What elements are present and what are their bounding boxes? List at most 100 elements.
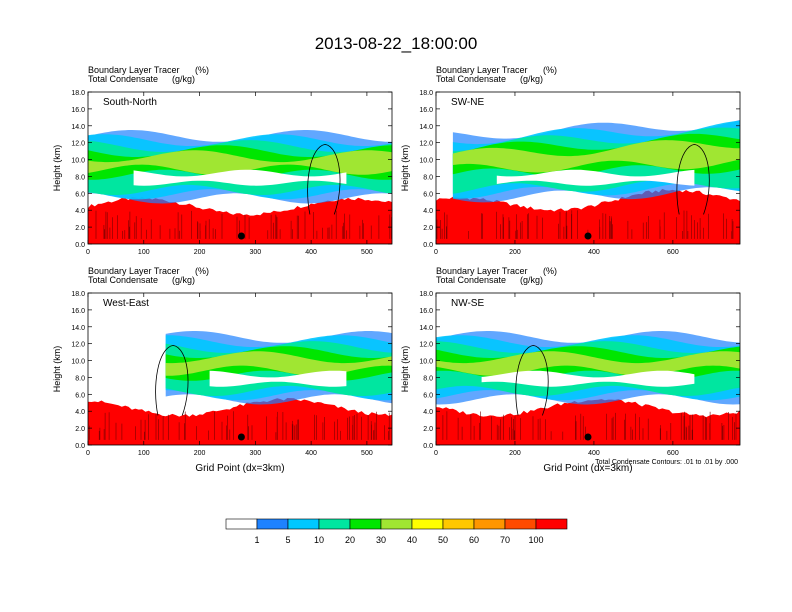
panel-2: Boundary Layer Tracer (%) Total Condensate… — [400, 65, 741, 256]
colorbar-label: 50 — [438, 535, 448, 545]
condensate-spikes — [442, 411, 737, 440]
panel-header-line1-units: (%) — [543, 266, 557, 276]
location-marker — [237, 232, 245, 240]
colorbar-swatch — [411, 518, 444, 530]
colorbar-swatch — [380, 518, 413, 530]
colorbar-swatch — [287, 518, 320, 530]
y-axis-label: Height (km) — [52, 346, 62, 393]
panel-header-line1: Boundary Layer Tracer — [436, 65, 528, 75]
colorbar-label: 40 — [407, 535, 417, 545]
y-tick-label: 8.0 — [423, 375, 433, 382]
y-tick-label: 8.0 — [423, 174, 433, 181]
panel-header-line1-units: (%) — [195, 65, 209, 75]
colorbar-label: 30 — [376, 535, 386, 545]
clear-gap — [481, 370, 695, 387]
x-tick-label: 400 — [588, 249, 600, 256]
page-title: 2013-08-22_18:00:00 — [315, 34, 478, 53]
condensate-spikes — [436, 210, 734, 239]
panel-1: Boundary Layer Tracer (%) Total Condensate… — [52, 65, 393, 256]
colorbar-label: 5 — [285, 535, 290, 545]
panel-header-line2-units: (g/kg) — [172, 74, 195, 84]
colorbar: 1 5 10 20 30 40 50 60 70 100 — [225, 518, 568, 545]
condensate-contour — [307, 143, 341, 215]
y-tick-label: 10.0 — [71, 158, 85, 165]
y-tick-label: 2.0 — [423, 225, 433, 232]
x-tick-label: 100 — [138, 450, 150, 457]
cloud-band — [452, 140, 740, 173]
x-axis-label: Grid Point (dx=3km) — [543, 463, 632, 474]
y-tick-label: 10.0 — [419, 359, 433, 366]
colorbar-label: 100 — [528, 535, 543, 545]
y-tick-label: 10.0 — [71, 359, 85, 366]
x-axis-label: Grid Point (dx=3km) — [195, 463, 284, 474]
y-tick-label: 0.0 — [75, 242, 85, 249]
panel-header-line2-units: (g/kg) — [172, 275, 195, 285]
panel-header-line1-units: (%) — [543, 65, 557, 75]
y-tick-label: 12.0 — [419, 141, 433, 148]
panel-header-line1: Boundary Layer Tracer — [436, 266, 528, 276]
y-tick-label: 4.0 — [423, 208, 433, 215]
location-marker — [237, 433, 245, 441]
x-tick-label: 0 — [86, 450, 90, 457]
y-tick-label: 16.0 — [71, 308, 85, 315]
cloud-band — [436, 351, 740, 376]
y-tick-label: 8.0 — [75, 174, 85, 181]
y-tick-label: 2.0 — [75, 225, 85, 232]
cloud-band — [88, 150, 392, 175]
y-tick-label: 2.0 — [423, 426, 433, 433]
colorbar-label: 10 — [314, 535, 324, 545]
y-axis-label: Height (km) — [400, 145, 410, 192]
y-tick-label: 18.0 — [71, 90, 85, 97]
y-tick-label: 14.0 — [71, 325, 85, 332]
plot-frame — [435, 292, 741, 446]
x-tick-label: 400 — [305, 450, 317, 457]
plot-frame — [435, 91, 741, 245]
y-tick-label: 6.0 — [75, 191, 85, 198]
panel-header-line1-units: (%) — [195, 266, 209, 276]
y-tick-label: 8.0 — [75, 375, 85, 382]
panel-title: SW-NE — [451, 97, 484, 108]
panels: Boundary Layer Tracer (%) Total Condensate… — [52, 65, 741, 474]
panel-header-line1: Boundary Layer Tracer — [88, 266, 180, 276]
panel-title: South-North — [103, 97, 157, 108]
colorbar-label: 70 — [500, 535, 510, 545]
plot-frame — [87, 91, 393, 245]
y-tick-label: 6.0 — [423, 392, 433, 399]
y-tick-label: 14.0 — [419, 325, 433, 332]
condensate-contour — [155, 344, 189, 416]
y-tick-label: 4.0 — [423, 409, 433, 416]
colorbar-swatch — [504, 518, 537, 530]
panel-header-line2-units: (g/kg) — [520, 74, 543, 84]
panel-header-line1: Boundary Layer Tracer — [88, 65, 180, 75]
x-tick-label: 200 — [194, 249, 206, 256]
x-tick-label: 500 — [361, 450, 373, 457]
x-tick-label: 0 — [86, 249, 90, 256]
x-tick-label: 500 — [361, 249, 373, 256]
y-tick-label: 16.0 — [419, 308, 433, 315]
contour-footnote: Total Condensate Contours: .01 to .01 by… — [595, 459, 738, 466]
y-tick-label: 6.0 — [423, 191, 433, 198]
y-tick-label: 14.0 — [71, 124, 85, 131]
x-tick-label: 400 — [588, 450, 600, 457]
y-tick-label: 12.0 — [419, 342, 433, 349]
y-tick-label: 4.0 — [75, 409, 85, 416]
bl-band — [88, 398, 392, 445]
condensate-contour — [515, 344, 549, 416]
x-tick-label: 0 — [434, 249, 438, 256]
colorbar-label: 60 — [469, 535, 479, 545]
panel-4: Boundary Layer Tracer (%) Total Condensate… — [400, 266, 741, 474]
y-tick-label: 10.0 — [419, 158, 433, 165]
clear-gap — [133, 169, 347, 186]
y-tick-label: 16.0 — [71, 107, 85, 114]
y-tick-label: 18.0 — [419, 90, 433, 97]
x-tick-label: 600 — [667, 249, 679, 256]
panel-header-line2: Total Condensate — [436, 275, 506, 285]
panel-header-line2: Total Condensate — [88, 275, 158, 285]
y-tick-label: 12.0 — [71, 141, 85, 148]
bl-band — [88, 196, 392, 244]
y-axis-label: Height (km) — [52, 145, 62, 192]
tracer-field — [88, 293, 392, 445]
panel-header-line2: Total Condensate — [436, 74, 506, 84]
tracer-field — [436, 92, 740, 244]
